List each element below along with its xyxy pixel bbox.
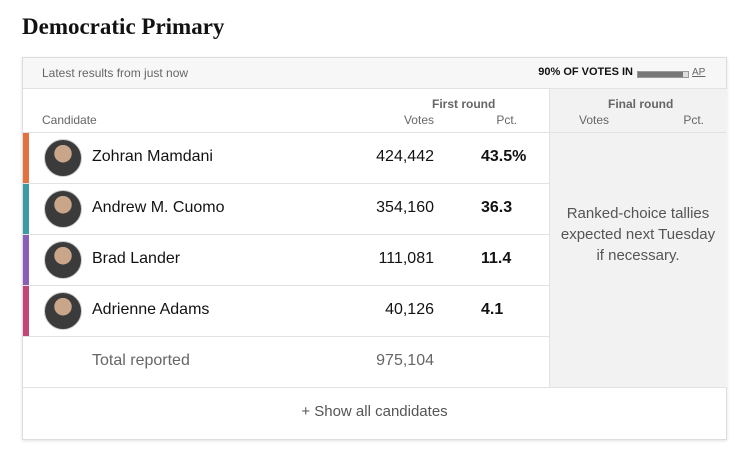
candidate-header: Candidate (42, 113, 97, 127)
row-divider (23, 387, 726, 388)
candidate-photo (44, 190, 82, 228)
candidate-pct: 4.1 (481, 301, 504, 318)
progress-bar (638, 72, 683, 77)
source[interactable]: AP (692, 67, 706, 78)
candidate-name: Zohran Mamdani (92, 148, 213, 165)
final-note: Ranked-choice tallies expected next Tues… (560, 205, 716, 264)
votes-in: 90% OF VOTES IN (538, 66, 633, 78)
first-round-header: First round (432, 97, 496, 111)
total-votes: 975,104 (376, 352, 434, 369)
candidate-pct: 36.3 (481, 199, 513, 216)
row-divider (23, 234, 549, 235)
final-votes-header: Votes (579, 113, 610, 127)
votes-header: Votes (403, 113, 434, 127)
party-stripe (23, 133, 29, 183)
candidate-name: Adrienne Adams (92, 301, 210, 318)
title: Democratic Primary (22, 14, 225, 39)
candidate-votes: 354,160 (376, 199, 434, 216)
candidate-votes: 424,442 (376, 148, 434, 165)
candidate-name: Brad Lander (92, 250, 181, 267)
candidate-votes: 111,081 (378, 250, 434, 267)
header-strip (23, 58, 726, 89)
candidate-photo (44, 139, 82, 177)
candidate-photo (44, 241, 82, 279)
candidate-votes: 40,126 (385, 301, 434, 318)
final-pct-header: Pct. (683, 113, 704, 127)
row-divider (23, 183, 549, 184)
show-all-button[interactable]: + Show all candidates (301, 403, 448, 420)
latest-results: Latest results from just now (42, 66, 189, 80)
row-divider (23, 336, 549, 337)
candidate-name: Andrew M. Cuomo (92, 199, 225, 216)
party-stripe (23, 286, 29, 336)
party-stripe (23, 235, 29, 285)
total-label: Total reported (92, 352, 190, 369)
row-divider (23, 285, 549, 286)
column-divider (23, 132, 726, 133)
final-round-header: Final round (608, 97, 674, 111)
candidate-pct: 11.4 (481, 250, 512, 267)
candidate-photo (44, 292, 82, 330)
candidate-pct: 43.5% (481, 148, 527, 165)
final-round-panel (549, 89, 727, 387)
party-stripe (23, 184, 29, 234)
pct-header: Pct. (496, 113, 517, 127)
